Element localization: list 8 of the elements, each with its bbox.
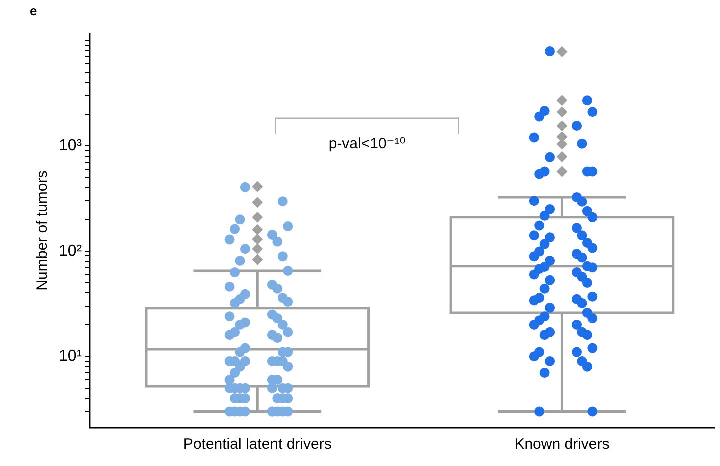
chart-title: e	[30, 3, 38, 18]
y-axis-title: Number of tumors	[34, 170, 52, 291]
x-tick-label: Potential latent drivers	[183, 436, 332, 454]
annotation: p-val<10⁻¹⁰	[328, 136, 406, 153]
y-tick-label: 10²	[59, 242, 83, 260]
y-tick-label: 10¹	[59, 348, 82, 366]
y-tick-label: 10³	[59, 137, 83, 154]
x-tick-label: Known drivers	[514, 436, 610, 454]
